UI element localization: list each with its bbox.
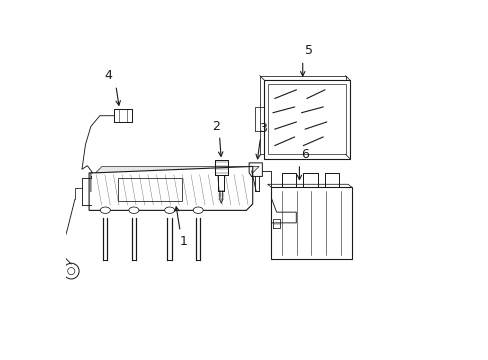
Ellipse shape [129,207,139,213]
Circle shape [63,263,79,279]
Ellipse shape [193,207,203,213]
Circle shape [67,267,75,275]
Polygon shape [271,187,351,258]
Polygon shape [95,166,259,173]
Text: 2: 2 [212,120,220,133]
Text: 3: 3 [259,122,267,135]
Text: 4: 4 [104,69,112,82]
Polygon shape [89,204,252,210]
Text: 1: 1 [179,235,187,248]
Text: 6: 6 [301,148,308,161]
Ellipse shape [100,207,110,213]
Text: 5: 5 [304,45,312,58]
Polygon shape [264,80,349,158]
Bar [118,178,182,202]
Ellipse shape [164,207,174,213]
Polygon shape [89,166,252,210]
